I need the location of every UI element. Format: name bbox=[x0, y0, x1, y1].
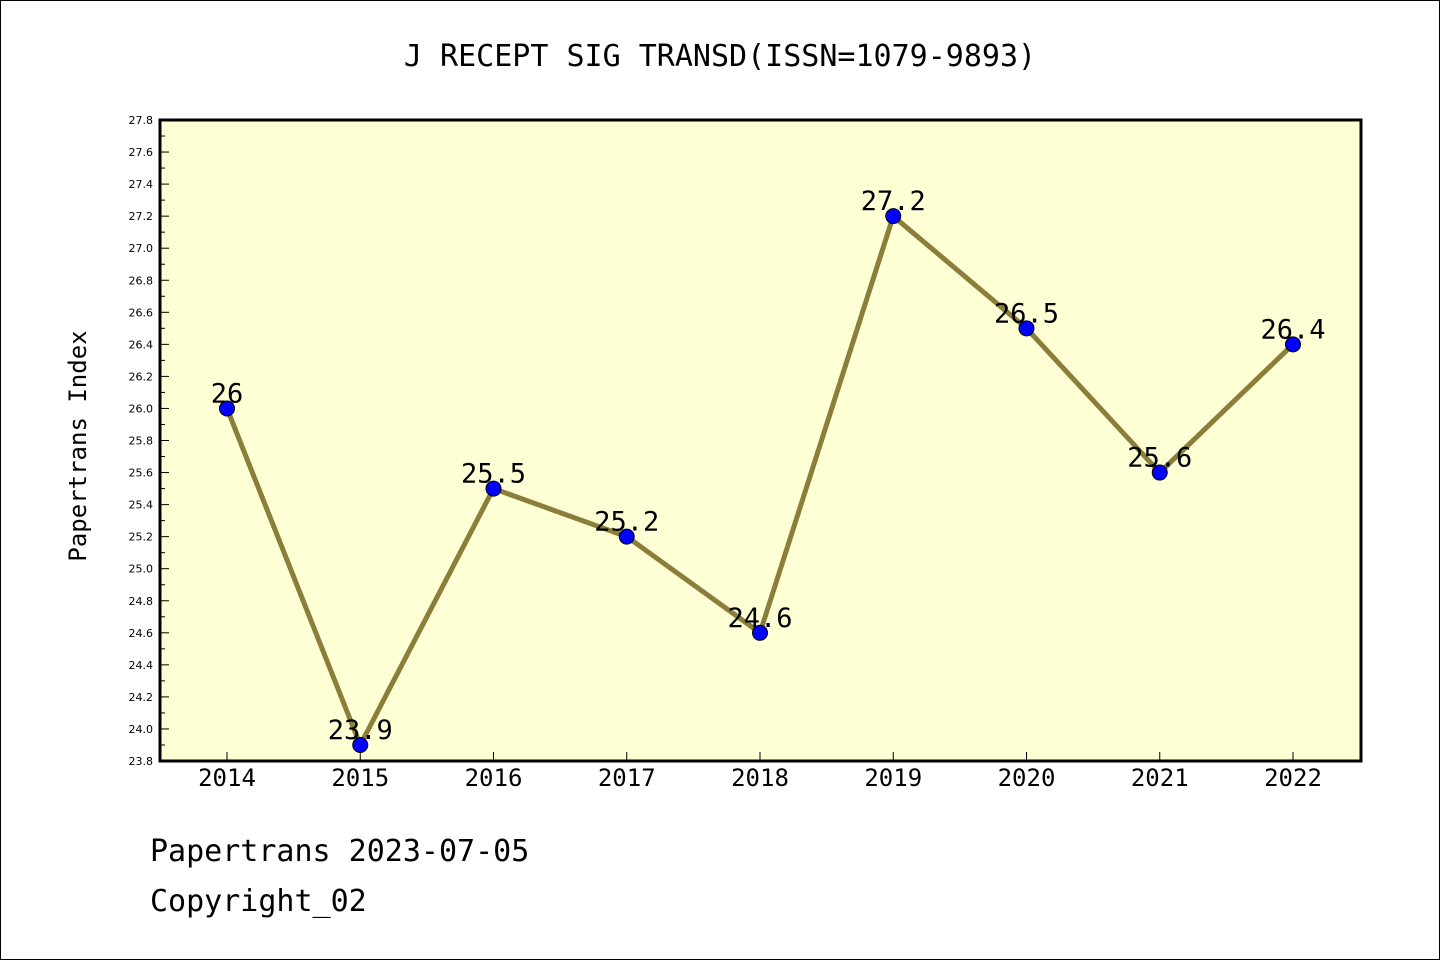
y-tick-label: 25.0 bbox=[129, 563, 154, 576]
y-tick-label: 24.6 bbox=[129, 627, 154, 640]
y-tick-label: 27.6 bbox=[129, 146, 154, 159]
data-label: 25.6 bbox=[1127, 443, 1192, 474]
x-tick-label: 2015 bbox=[331, 764, 389, 792]
data-label: 26.4 bbox=[1260, 314, 1325, 345]
data-points bbox=[219, 208, 1301, 753]
x-tick-label: 2020 bbox=[998, 764, 1056, 792]
x-tick-label: 2017 bbox=[598, 764, 656, 792]
y-tick-label: 25.2 bbox=[129, 531, 154, 544]
x-tick-label: 2022 bbox=[1264, 764, 1322, 792]
y-tick-label: 24.4 bbox=[129, 659, 154, 672]
footer-date: Papertrans 2023-07-05 bbox=[150, 834, 530, 869]
data-label: 26.5 bbox=[994, 298, 1059, 329]
plot-area bbox=[158, 118, 1363, 763]
y-tick-label: 26.4 bbox=[129, 338, 154, 351]
y-tick-label: 27.8 bbox=[129, 114, 154, 127]
y-tick-label: 26.6 bbox=[129, 306, 154, 319]
y-tick-label: 26.8 bbox=[129, 274, 154, 287]
data-point bbox=[1285, 336, 1301, 353]
y-tick-label: 27.4 bbox=[129, 178, 154, 191]
y-tick-label: 25.4 bbox=[129, 499, 154, 512]
data-point bbox=[885, 208, 902, 225]
y-tick-label: 24.2 bbox=[129, 691, 154, 704]
data-label: 25.5 bbox=[461, 459, 526, 490]
x-tick-label: 2021 bbox=[1131, 764, 1189, 792]
y-tick-label: 25.8 bbox=[129, 435, 154, 448]
chart-title: J RECEPT SIG TRANSD(ISSN=1079-9893) bbox=[404, 39, 1036, 74]
y-tick-label: 25.6 bbox=[129, 467, 154, 480]
data-point bbox=[618, 528, 635, 545]
data-point bbox=[219, 400, 235, 417]
y-tick-label: 23.8 bbox=[129, 755, 154, 768]
footer-copyright: Copyright_02 bbox=[150, 884, 367, 919]
y-axis-label: Papertrans Index bbox=[64, 330, 92, 561]
data-point bbox=[352, 736, 369, 753]
data-labels: 26 23.9 25.5 25.2 24.6 27.2 26.5 25.6 26.4 bbox=[211, 186, 1326, 746]
y-tick-label: 27.2 bbox=[129, 210, 154, 223]
data-label: 26 bbox=[211, 378, 244, 409]
data-label: 27.2 bbox=[861, 186, 926, 217]
y-tick-label: 26.0 bbox=[129, 402, 154, 415]
data-label: 24.6 bbox=[727, 603, 792, 634]
y-axis-ticks: 23.8 24.0 24.2 24.4 24.6 24.8 25.0 25.2 25.4 25.6… bbox=[129, 114, 169, 768]
data-label: 23.9 bbox=[328, 715, 393, 746]
y-tick-label: 26.2 bbox=[129, 370, 154, 383]
data-point bbox=[752, 624, 768, 641]
x-tick-label: 2019 bbox=[864, 764, 922, 792]
y-tick-label: 24.0 bbox=[129, 723, 154, 736]
x-tick-label: 2016 bbox=[465, 764, 523, 792]
x-tick-label: 2018 bbox=[731, 764, 789, 792]
data-label: 25.2 bbox=[594, 507, 659, 538]
data-point bbox=[1018, 320, 1035, 337]
x-axis-ticks: 2014 2015 2016 2017 2018 2019 2020 2021 2022 bbox=[198, 752, 1322, 792]
data-point bbox=[1151, 464, 1168, 481]
y-tick-label: 27.0 bbox=[129, 242, 154, 255]
y-tick-label: 24.8 bbox=[129, 595, 154, 608]
x-tick-label: 2014 bbox=[198, 764, 256, 792]
data-point bbox=[485, 480, 502, 497]
